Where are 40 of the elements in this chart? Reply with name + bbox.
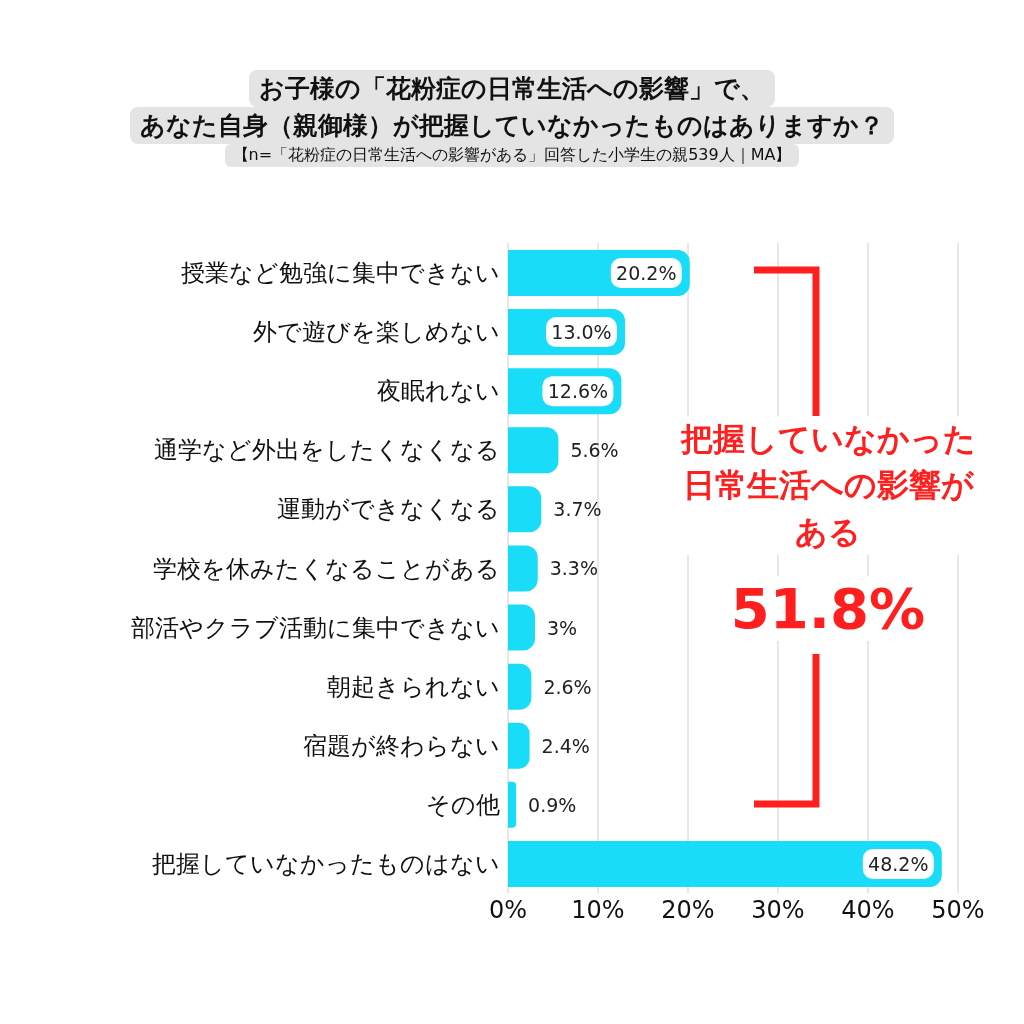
x-tick-label: 30%: [751, 896, 805, 925]
x-tick-label: 10%: [571, 896, 625, 925]
x-tick-label: 0%: [488, 896, 528, 925]
data-label: 20.2%: [616, 262, 677, 284]
y-tick-label: 授業など勉強に集中できない: [181, 259, 500, 288]
data-label: 3.7%: [553, 498, 602, 521]
bar: [508, 722, 530, 769]
bar: [508, 486, 542, 533]
y-tick-label: 外で遊びを楽しめない: [253, 318, 500, 347]
chart-title: お子様の「花粉症の日常生活への影響」で、あなた自身（親御様）が把握していなかったものはありますか？: [139, 73, 885, 142]
data-label: 2.4%: [541, 734, 590, 757]
chart-subtitle: 【n=「花粉症の日常生活への影響がある」回答した小学生の親539人｜MA】: [224, 144, 800, 167]
data-label: 3%: [547, 616, 578, 639]
y-tick-label: 通学など外出をしたくなくなる: [154, 436, 500, 465]
y-tick-label: 朝起きられない: [327, 672, 500, 701]
y-tick-label: その他: [426, 790, 500, 819]
data-label: 12.6%: [547, 380, 609, 403]
data-label: 5.6%: [570, 439, 619, 462]
y-tick-label: 部活やクラブ活動に集中できない: [131, 613, 500, 642]
data-label: 48.2%: [868, 852, 929, 875]
x-tick-label: 20%: [661, 896, 715, 925]
data-label: 2.6%: [543, 675, 592, 698]
annotation: 51.8%: [708, 576, 948, 641]
y-tick-label: 運動ができなくなる: [277, 495, 500, 524]
data-label: 0.9%: [528, 793, 577, 816]
bar: [508, 840, 942, 887]
bar: [508, 781, 517, 828]
data-label: 13.0%: [551, 321, 612, 344]
data-label: 3.3%: [549, 557, 598, 580]
bar: [508, 545, 538, 592]
y-tick-label: 宿題が終わらない: [303, 731, 500, 760]
bar: [508, 427, 559, 474]
bar: [508, 604, 535, 651]
y-tick-label: 夜眠れない: [377, 377, 500, 406]
x-tick-label: 50%: [931, 896, 985, 925]
y-tick-label: 学校を休みたくなることがある: [153, 554, 500, 583]
y-tick-label: 把握していなかったものはない: [152, 849, 500, 878]
bar: [508, 663, 532, 710]
x-tick-label: 40%: [841, 896, 895, 925]
annotation: 把握していなかった日常生活への影響がある: [680, 416, 976, 556]
